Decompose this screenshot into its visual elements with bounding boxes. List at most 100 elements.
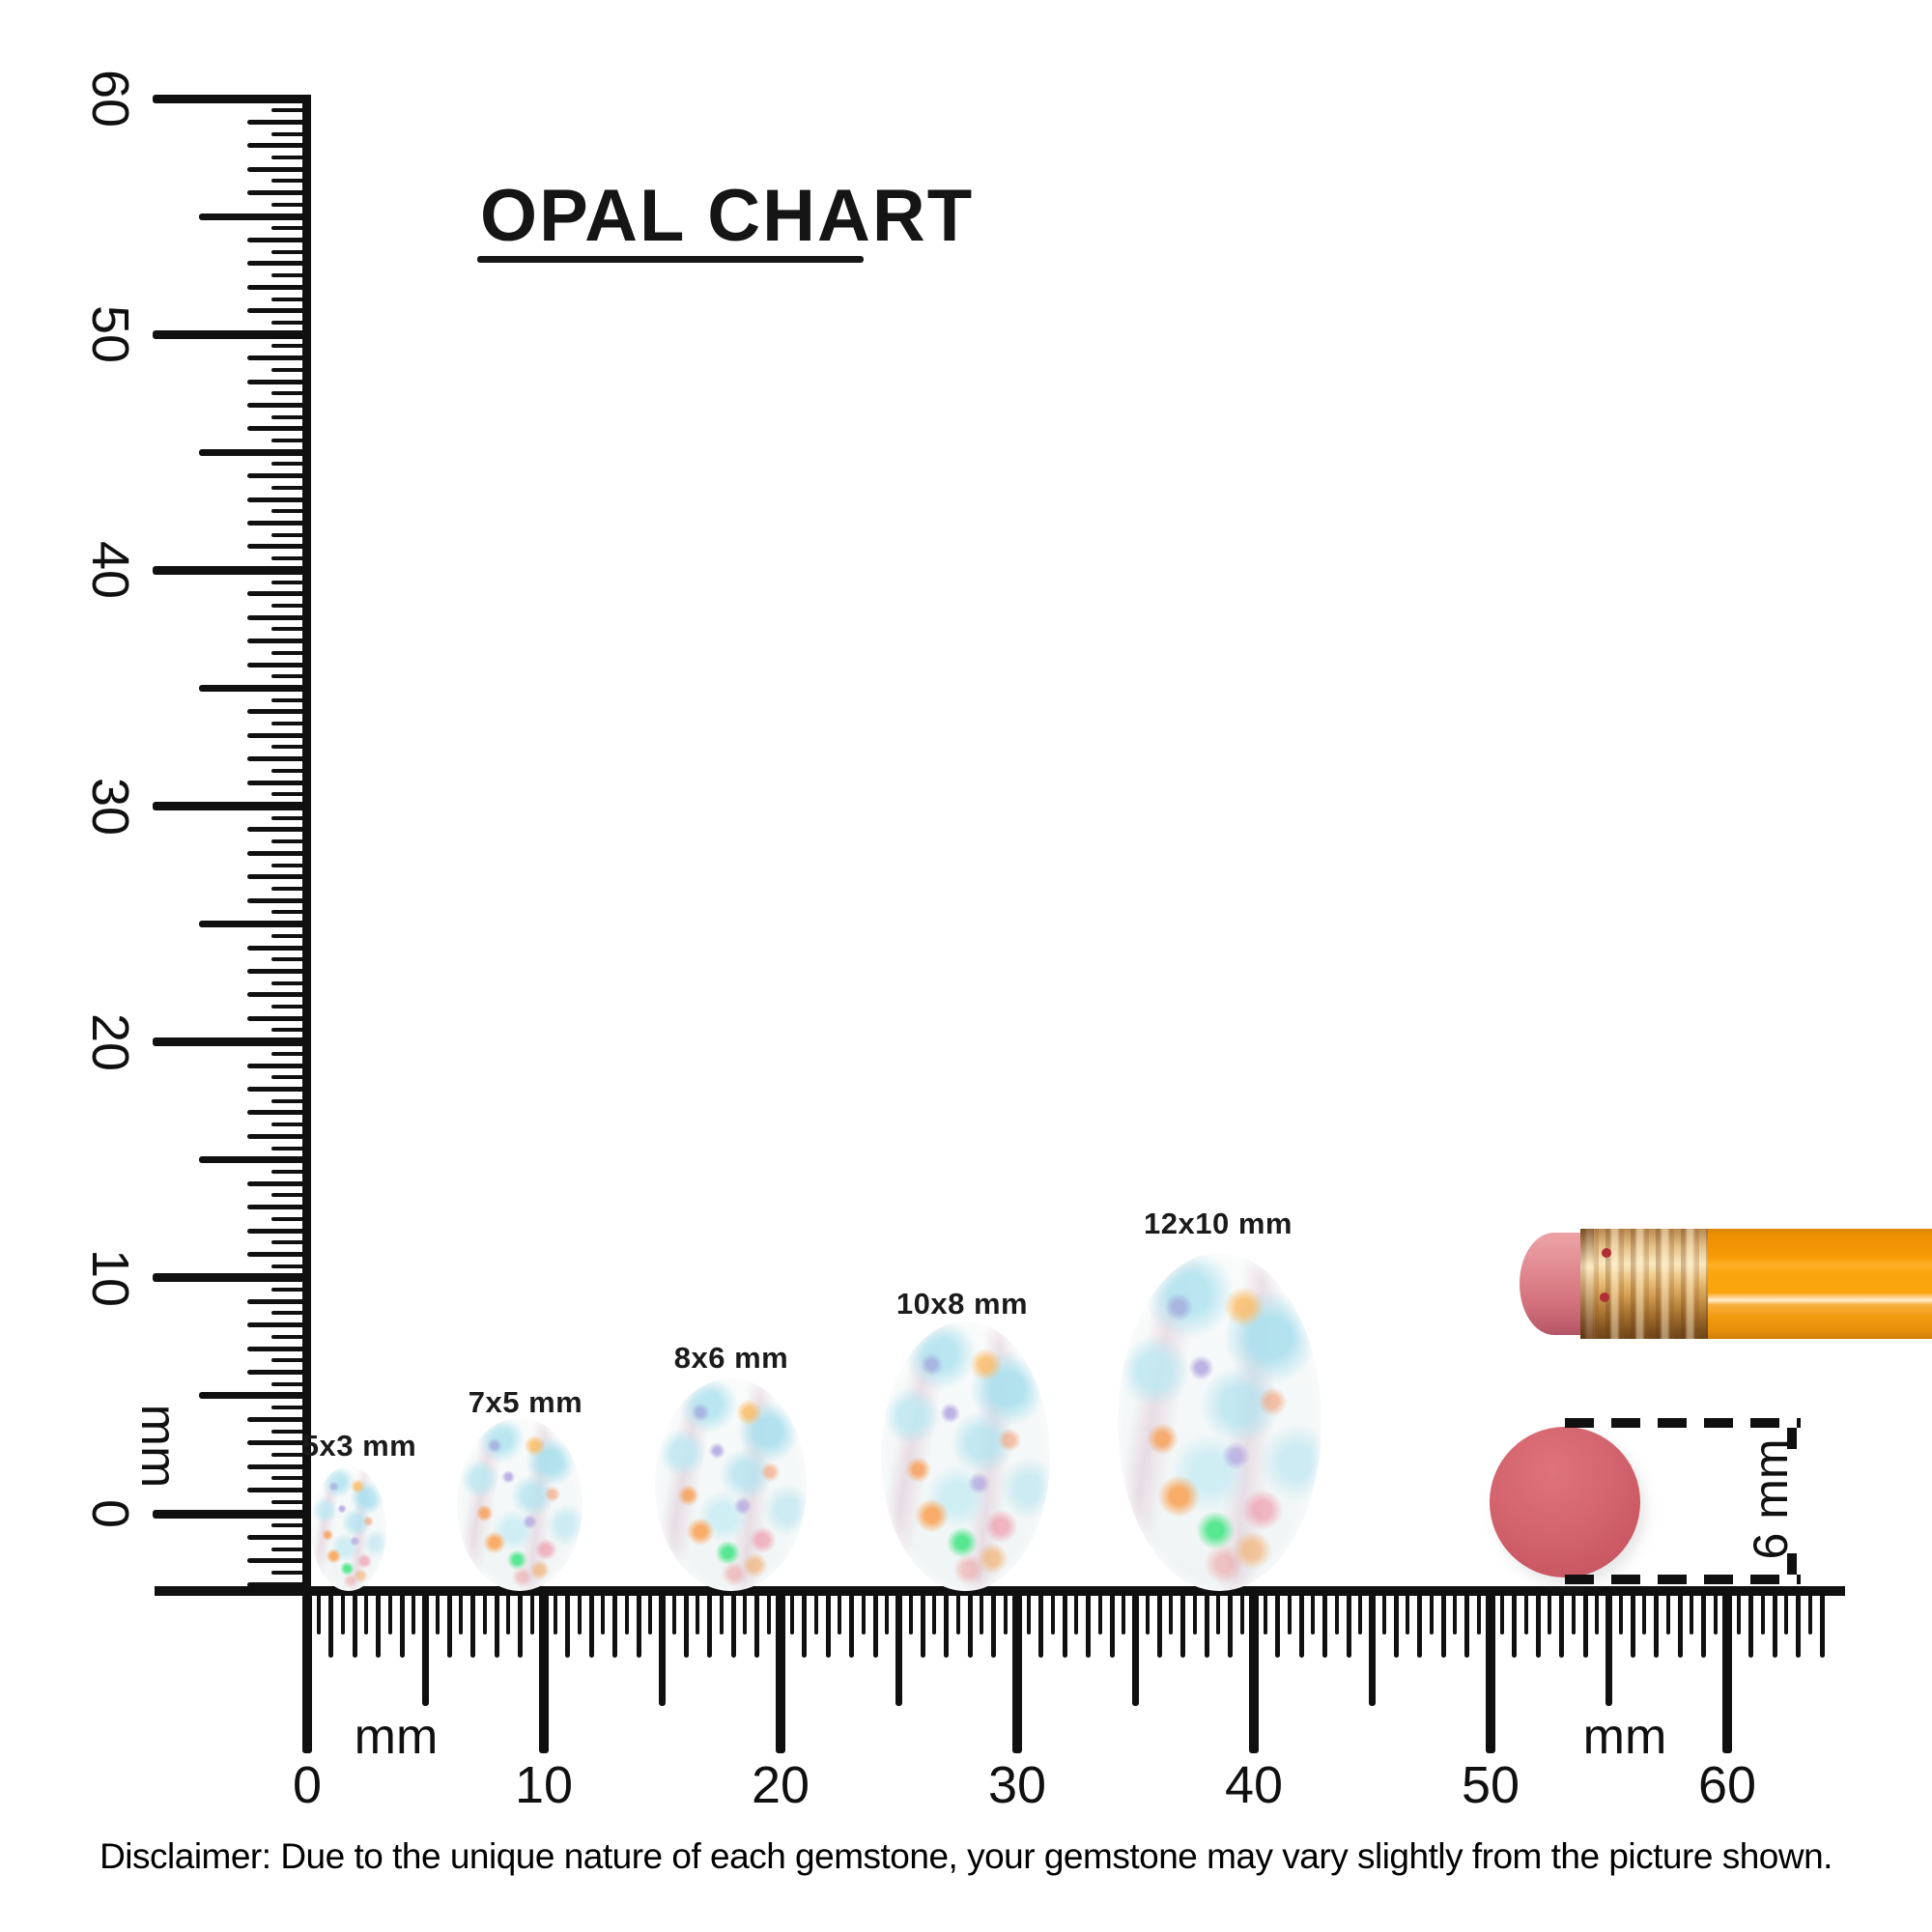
ruler-tick [247,190,311,196]
ruler-tick [1287,1594,1292,1634]
ruler-tick [1216,1594,1221,1634]
ruler-tick [271,1240,311,1245]
ruler-tick [247,119,311,125]
ruler-tick [247,1581,311,1587]
ruler-tick [838,1594,842,1634]
ruler-tick [1500,1594,1505,1634]
ruler-tick [247,473,311,479]
ruler-tick [271,1216,311,1221]
ruler-tick [1429,1594,1434,1634]
ruler-tick [271,1098,311,1103]
ruler-tick [1512,1594,1517,1658]
horizontal-ruler-number: 30 [987,1756,1047,1814]
ruler-tick [247,143,311,149]
ruler-tick [1012,1594,1022,1753]
ruler-tick [1654,1594,1659,1658]
ruler-tick [271,485,311,490]
ruler-tick [1264,1594,1268,1634]
ruler-tick [908,1594,913,1634]
ruler-tick [577,1594,582,1634]
ruler-tick [271,532,311,537]
ruler-tick [247,827,311,833]
ruler-tick [588,1594,594,1658]
ruler-tick [601,1594,606,1634]
ruler-tick [967,1594,973,1658]
horizontal-ruler-unit-label-left: mm [354,1709,439,1765]
ruler-tick [247,756,311,762]
horizontal-ruler-number: 60 [1697,1756,1757,1814]
ruler-tick [199,1156,311,1164]
ruler-tick [364,1594,369,1634]
ruler-tick [1665,1594,1670,1634]
ruler-tick [271,320,311,325]
ruler-tick [271,202,311,207]
ruler-tick [271,462,311,467]
ruler-tick [1180,1594,1185,1658]
ruler-tick [153,565,311,575]
ruler-tick [1464,1594,1469,1658]
ruler-tick [271,957,311,962]
vertical-ruler-number: 60 [81,69,139,128]
ruler-tick [766,1594,771,1634]
ruler-tick [271,273,311,278]
ruler-tick [1722,1594,1732,1753]
ruler-tick [153,1509,311,1519]
ruler-tick [1192,1594,1197,1634]
ruler-tick [247,1322,311,1328]
opal-size-label-8x6: 8x6 mm [673,1341,789,1375]
ferrule-rivet-dot [1600,1293,1609,1302]
ruler-tick [743,1594,748,1634]
ruler-tick [247,1063,311,1068]
ruler-tick [317,1594,322,1634]
ruler-tick [271,1547,311,1551]
round-eraser [1490,1427,1640,1577]
ruler-tick [1642,1594,1647,1634]
ruler-tick [271,1499,311,1504]
ruler-tick [1713,1594,1718,1634]
ruler-tick [271,697,311,702]
ruler-tick [247,639,311,644]
ruler-tick [271,886,311,891]
ruler-tick [271,1311,311,1316]
ruler-tick [199,921,311,928]
ruler-tick [247,497,311,502]
ruler-tick [446,1594,452,1658]
ruler-tick [247,897,311,903]
vertical-ruler-number: 50 [81,305,139,364]
ruler-tick [247,1534,311,1540]
ruler-tick [1807,1594,1812,1634]
ruler-tick [1523,1594,1528,1634]
ruler-tick [730,1594,736,1658]
ruler-tick [636,1594,641,1658]
ruler-tick [612,1594,617,1658]
pencil-body [1708,1229,1932,1339]
ruler-tick [944,1594,949,1658]
vertical-ruler-number: 40 [81,541,139,600]
ruler-tick [271,439,311,443]
ruler-tick [1618,1594,1623,1634]
ruler-tick [470,1594,475,1658]
ruler-tick [271,509,311,514]
ruler-tick [1737,1594,1742,1634]
pencil-ferrule [1580,1229,1710,1339]
ruler-tick [1249,1594,1259,1753]
ruler-tick [271,249,311,254]
page-title: OPAL CHART [480,175,975,257]
ruler-tick [247,1370,311,1375]
ruler-tick [271,1476,311,1481]
ruler-tick [247,968,311,974]
ruler-tick [790,1594,795,1634]
ruler-tick [199,448,311,456]
opal-size-label-7x5: 7x5 mm [468,1385,583,1419]
ruler-tick [271,1264,311,1268]
ruler-tick [1027,1594,1032,1634]
ruler-tick [271,1571,311,1576]
ruler-tick [1369,1594,1376,1706]
ruler-tick [539,1594,549,1753]
ruler-tick [271,745,311,750]
ruler-tick [506,1594,511,1634]
ruler-tick [271,1358,311,1363]
opal-10x8mm [881,1321,1050,1591]
ruler-tick [1417,1594,1422,1658]
